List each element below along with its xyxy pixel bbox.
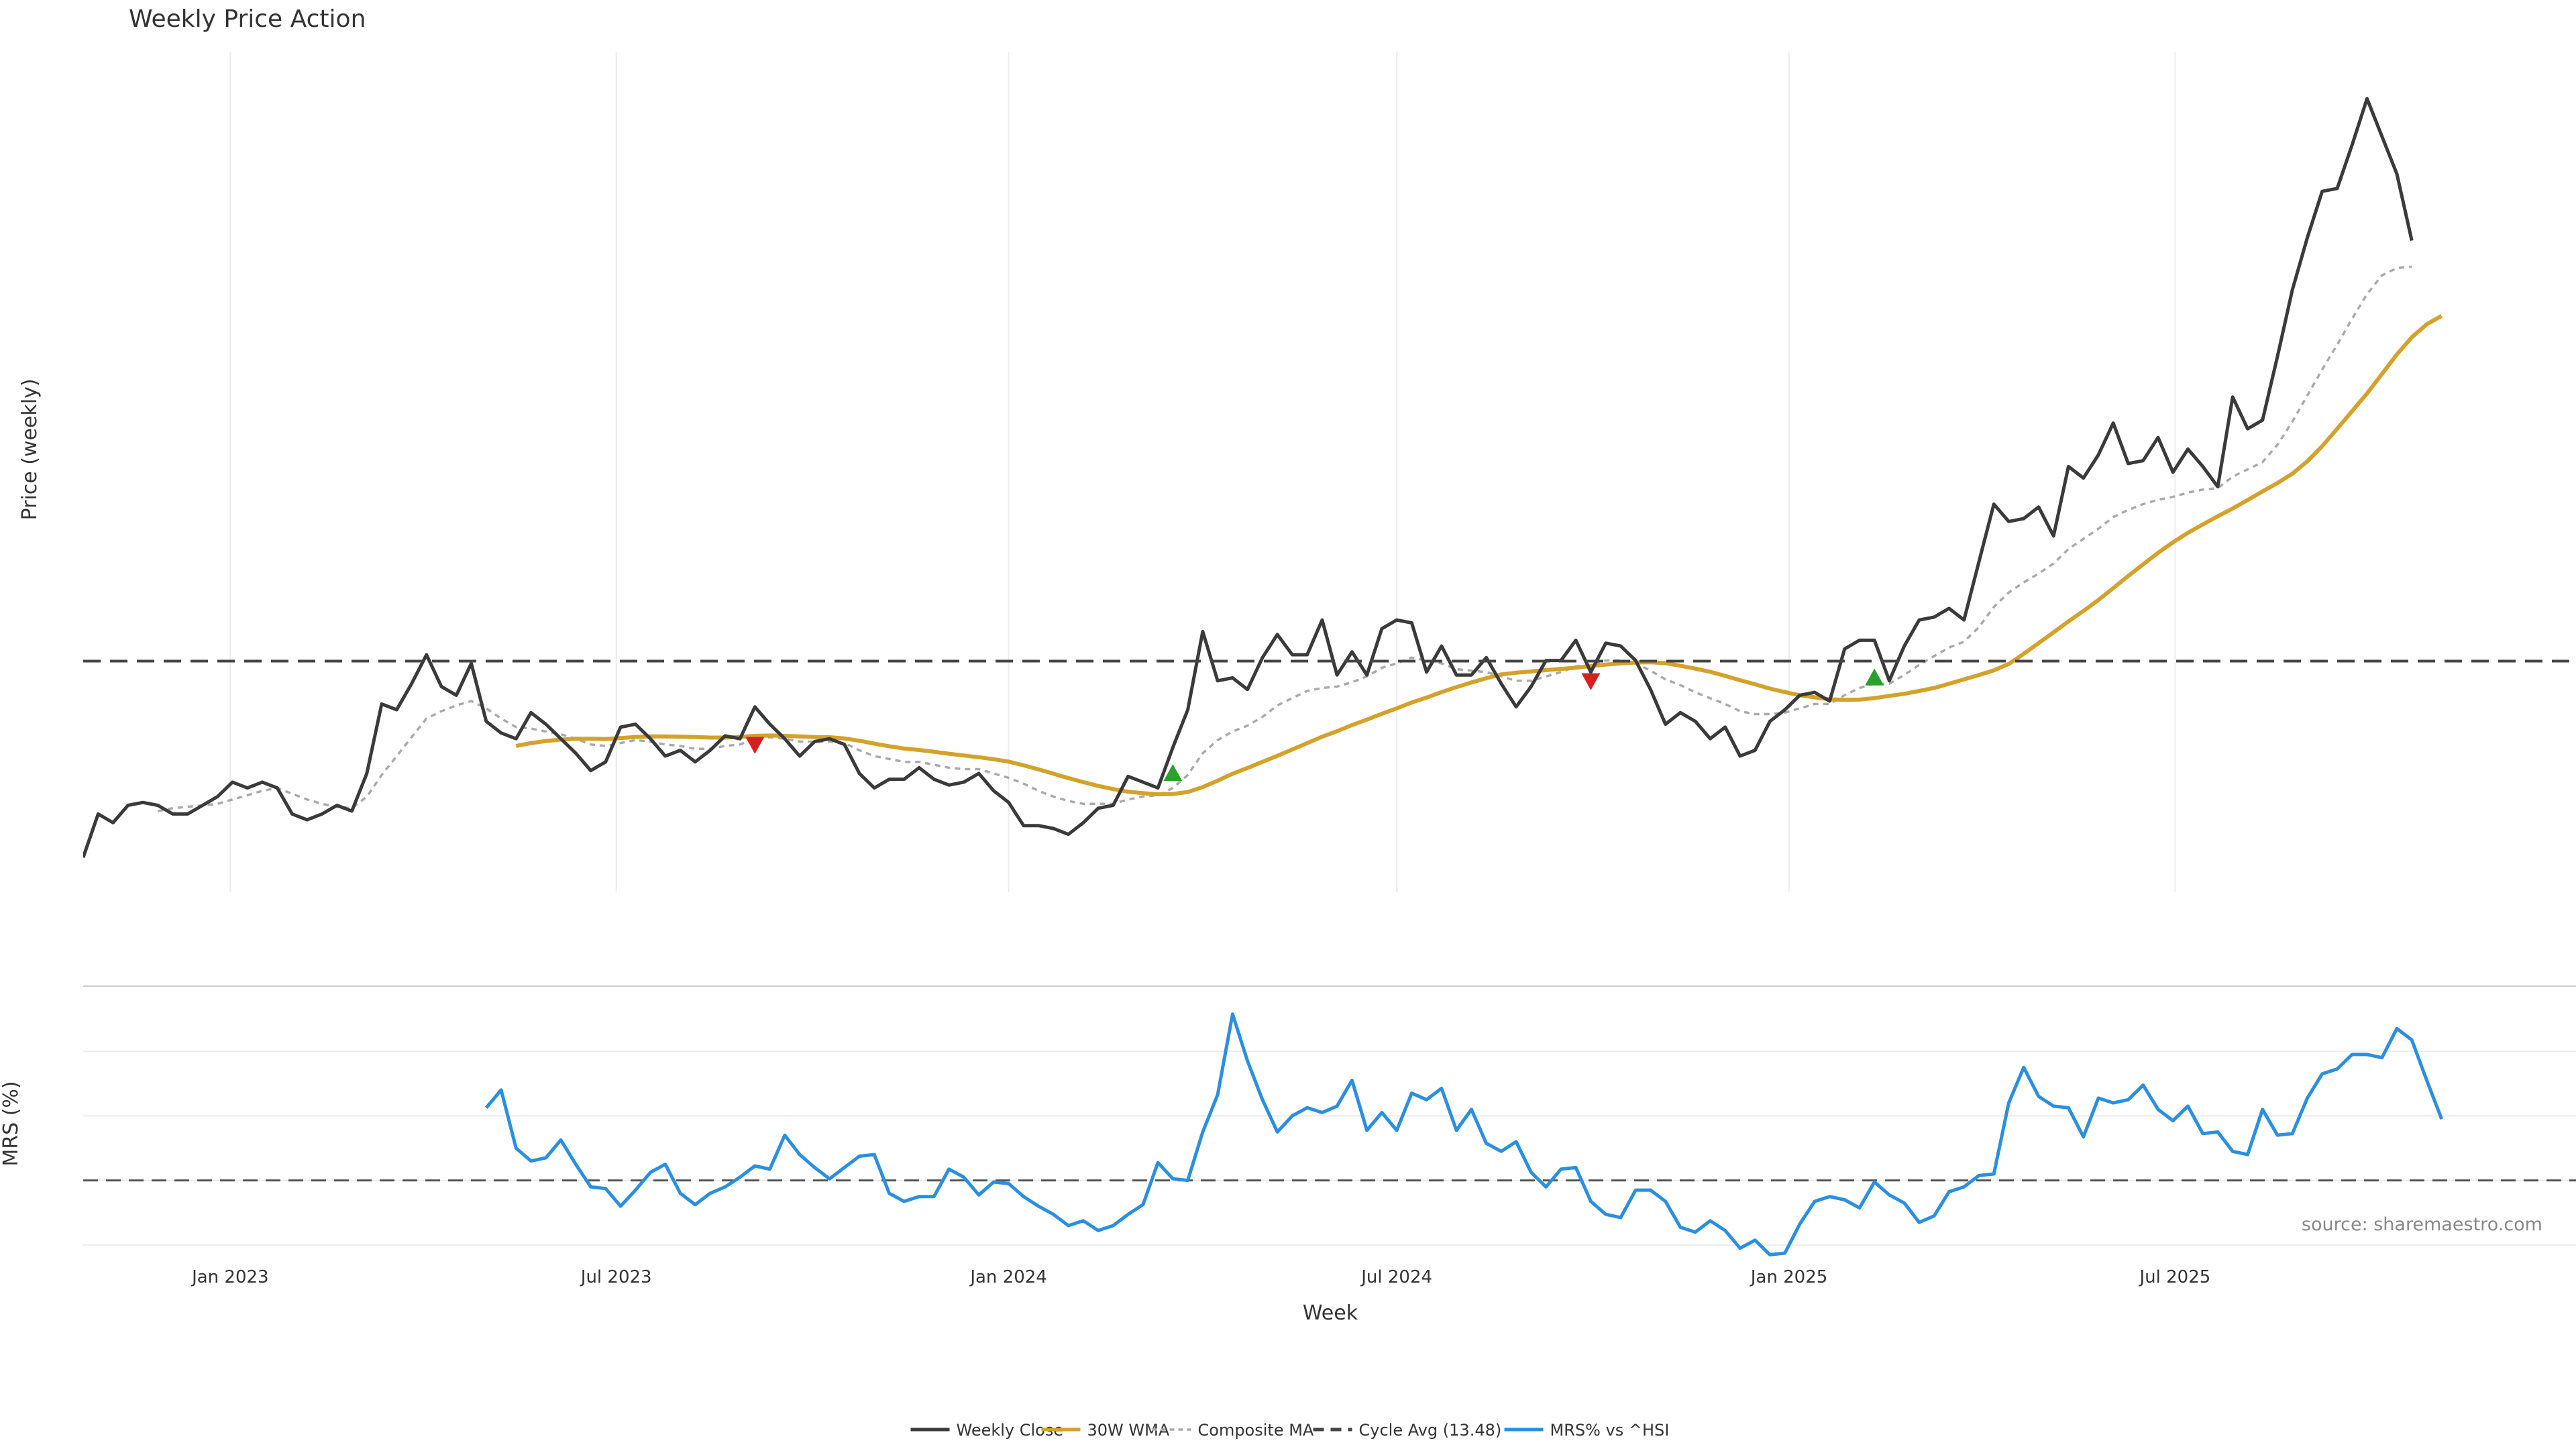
x-tick-label: Jul 2025 <box>2138 1267 2210 1287</box>
x-tick-label: Jan 2025 <box>1750 1267 1828 1287</box>
price-axis-title: Price (weekly) <box>18 378 42 520</box>
price-y-tick-label: 30 <box>60 173 82 193</box>
x-tick-label: Jan 2024 <box>969 1267 1047 1287</box>
x-tick-label: Jul 2024 <box>1360 1267 1432 1287</box>
series-mrs-line <box>484 1012 2444 1256</box>
mrs-y-tick-label: −20.0 <box>28 1236 82 1256</box>
series-30w-wma-line <box>515 314 2443 797</box>
series-weekly-close-line <box>83 97 2414 859</box>
buy-signal-marker <box>1163 763 1183 782</box>
legend-label: MRS% vs ^HSI <box>1550 1421 1670 1440</box>
source-annotation: source: sharemaestro.com <box>2302 1214 2542 1235</box>
legend-label: 30W WMA <box>1087 1421 1170 1440</box>
sell-signal-marker <box>745 737 765 754</box>
mrs-y-tick-label: 20.0 <box>43 1106 82 1126</box>
legend: Weekly Close 30W WMA Composite MA Cycle Avg… <box>910 1421 1670 1440</box>
legend-label: Composite MA <box>1198 1421 1314 1440</box>
x-tick-label: Jan 2023 <box>191 1267 269 1287</box>
sell-signal-marker <box>1581 673 1601 690</box>
x-axis-ticks: Jan 2023 Jul 2023 Jan 2024 Jul 2024 Jan 2025… <box>191 1267 2210 1287</box>
x-axis-title: Week <box>1303 1301 1358 1325</box>
mrs-y-tick-label: 40.0 <box>43 1042 82 1062</box>
price-panel: 10 15 20 25 30 <box>60 52 2576 892</box>
series-composite-ma-line <box>157 265 2412 812</box>
legend-label: Cycle Avg (13.48) <box>1359 1421 1502 1440</box>
price-y-tick-label: 15 <box>60 608 82 628</box>
mrs-y-tick-label: 0.0 <box>54 1171 82 1191</box>
mrs-axis-title: MRS (%) <box>0 1081 23 1166</box>
price-y-tick-label: 25 <box>60 318 82 338</box>
price-y-tick-label: 20 <box>60 463 82 483</box>
x-tick-label: Jul 2023 <box>580 1267 652 1287</box>
buy-signal-marker <box>1865 668 1884 686</box>
mrs-panel: −20.0 0.0 20.0 40.0 <box>28 1012 2576 1256</box>
price-y-tick-label: 10 <box>60 753 82 773</box>
chart-title: Weekly Price Action <box>129 5 366 33</box>
